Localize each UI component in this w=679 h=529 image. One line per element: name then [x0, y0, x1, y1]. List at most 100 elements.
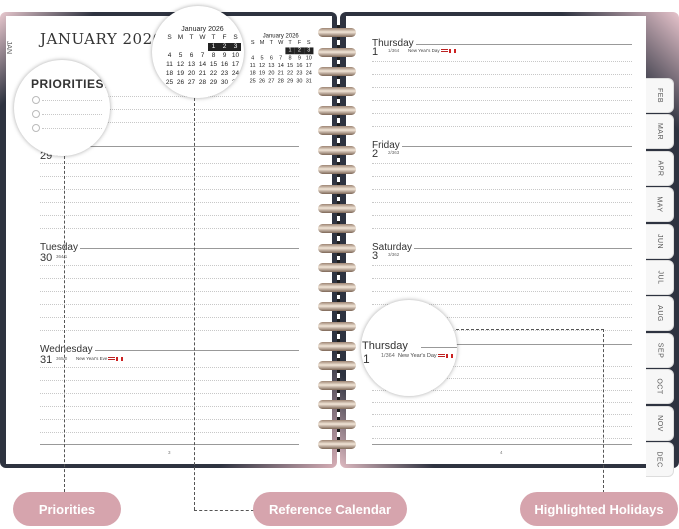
zoom-day-count: 1/364 — [381, 353, 395, 359]
calendar-day: 5 — [178, 52, 183, 59]
spiral-coil — [318, 299, 356, 315]
tab-sep[interactable]: SEP — [646, 332, 674, 368]
day-count: 2/363 — [388, 150, 400, 155]
writing-line — [372, 304, 632, 305]
tab-mar[interactable]: MAR — [646, 114, 674, 150]
page-bottom-line — [372, 444, 632, 445]
tab-nov[interactable]: NOV — [646, 405, 674, 441]
writing-line — [40, 393, 299, 394]
calendar-day — [197, 43, 208, 51]
writing-line — [40, 432, 299, 433]
writing-line — [40, 304, 299, 305]
calendar-day: 17 — [231, 61, 240, 68]
calendar-day: 15 — [286, 62, 294, 69]
priority-checkbox-icon[interactable] — [32, 110, 40, 118]
calendar-day: 23 — [220, 70, 229, 77]
calendar-day: 5 — [260, 55, 264, 62]
day-divider — [40, 248, 299, 249]
spiral-coil — [318, 240, 356, 256]
calendar-day: 15 — [209, 61, 218, 68]
writing-line — [40, 109, 299, 110]
spiral-coil — [318, 221, 356, 236]
tab-aug[interactable]: AUG — [646, 296, 674, 332]
day-name: Friday — [372, 140, 402, 151]
day-count: 1/364 — [388, 48, 400, 53]
calendar-day: 22 — [286, 70, 294, 77]
calendar-day: 29 — [286, 78, 294, 84]
writing-line — [372, 330, 632, 331]
calendar-day: 16 — [220, 61, 229, 68]
tab-may[interactable]: MAY — [646, 187, 674, 223]
priority-line — [42, 114, 102, 115]
calendar-day: 23 — [296, 70, 303, 77]
mini-calendar: January 2026 S M T W T F S 1 2 3 4 5 6 7 8 9 10 11 12 13 14 1… — [248, 33, 314, 85]
tab-jun[interactable]: JUN — [646, 223, 674, 259]
zoom-day-line — [421, 347, 457, 348]
weekday-header: T — [211, 34, 216, 41]
calendar-day: 4 — [251, 55, 255, 62]
priority-checkbox-icon[interactable] — [32, 96, 40, 104]
calendar-day: 12 — [258, 62, 266, 69]
spiral-coil — [318, 123, 356, 138]
canada-flag-icon — [448, 48, 456, 53]
page-number-right: 4 — [500, 450, 503, 455]
writing-line — [372, 87, 632, 88]
spiral-coil — [318, 436, 356, 452]
calendar-day: 20 — [268, 70, 275, 77]
calendar-day: 31 — [305, 78, 312, 84]
month-title: JANUARY 2026 — [40, 30, 163, 48]
right-page — [346, 16, 646, 464]
tab-oct[interactable]: OCT — [646, 369, 674, 405]
writing-line — [40, 228, 299, 229]
jan-tab-label: JAN — [5, 40, 13, 55]
tab-apr[interactable]: APR — [646, 150, 674, 186]
day-number: 30 — [40, 252, 53, 264]
holiday-connector-h — [456, 329, 604, 330]
priorities-zoom-circle: PRIORITIES: — [14, 60, 110, 156]
writing-line — [40, 406, 299, 407]
priority-checkbox-icon[interactable] — [32, 124, 40, 132]
calendar-day: 3 — [230, 43, 241, 51]
calendar-day: 11 — [249, 62, 256, 69]
calendar-day: 11 — [166, 61, 173, 68]
day-name: Tuesday — [40, 242, 80, 253]
writing-line — [372, 317, 632, 318]
holiday-connector-v — [603, 329, 604, 493]
writing-line — [372, 176, 632, 177]
spiral-coil — [318, 142, 356, 158]
weekday-header: W — [199, 34, 206, 41]
weekday-header: T — [288, 39, 292, 46]
calendar-day: 21 — [277, 70, 284, 77]
writing-line — [372, 189, 632, 190]
calendar-day: 25 — [165, 79, 174, 86]
holiday-label: New Year's Day — [408, 48, 456, 53]
spiral-coil — [318, 260, 356, 276]
calendar-day: 10 — [305, 55, 312, 62]
writing-line — [40, 317, 299, 318]
tab-jul[interactable]: JUL — [646, 259, 674, 295]
writing-line — [372, 265, 632, 266]
writing-line — [40, 278, 299, 279]
priority-line — [42, 100, 102, 101]
weekday-header: T — [269, 39, 274, 46]
calendar-day: 2 — [219, 43, 230, 51]
tab-feb[interactable]: FEB — [646, 78, 674, 113]
weekday-header: S — [233, 34, 238, 41]
spiral-coil — [318, 377, 356, 393]
calendar-day — [164, 43, 175, 51]
highlighted-holidays-callout: Highlighted Holidays — [520, 492, 678, 526]
calendar-day: 16 — [296, 62, 303, 69]
reference-calendar-connector-h — [194, 510, 254, 511]
reference-calendar-connector-v — [194, 98, 195, 510]
calendar-day: 4 — [167, 52, 172, 59]
calendar-day — [186, 43, 197, 51]
tab-dec[interactable]: DEC — [646, 441, 674, 477]
writing-line — [40, 419, 299, 420]
us-flag-icon — [437, 353, 445, 358]
day-number: 1 — [372, 46, 379, 58]
calendar-day: 30 — [296, 78, 303, 84]
spiral-coil — [318, 103, 356, 119]
spiral-coil — [318, 44, 356, 60]
us-flag-icon — [440, 48, 448, 53]
spiral-coil — [318, 319, 356, 334]
